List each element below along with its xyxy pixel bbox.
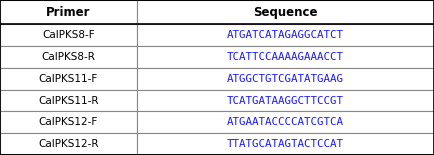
Text: Sequence: Sequence [253, 6, 318, 19]
Bar [0, 24, 137, 46]
Bar [137, 68, 434, 90]
Text: CalPKS8-R: CalPKS8-R [41, 52, 95, 62]
Text: CalPKS8-F: CalPKS8-F [42, 30, 95, 40]
Text: CalPKS12-R: CalPKS12-R [38, 139, 99, 149]
Text: ATGATCATAGAGGCATCT: ATGATCATAGAGGCATCT [227, 30, 344, 40]
Text: TTATGCATAGTACTCCAT: TTATGCATAGTACTCCAT [227, 139, 344, 149]
Text: CalPKS12-F: CalPKS12-F [39, 117, 98, 127]
Bar [137, 46, 434, 68]
Bar [0, 46, 137, 68]
Bar [0, 0, 137, 24]
Text: ATGAATACCCCATCGTCA: ATGAATACCCCATCGTCA [227, 117, 344, 127]
Bar [137, 133, 434, 155]
Text: ATGGCTGTCGATATGAAG: ATGGCTGTCGATATGAAG [227, 74, 344, 84]
Text: TCATTCCAAAAGAAACCT: TCATTCCAAAAGAAACCT [227, 52, 344, 62]
Bar [137, 111, 434, 133]
Bar [0, 133, 137, 155]
Text: CalPKS11-F: CalPKS11-F [39, 74, 98, 84]
Text: CalPKS11-R: CalPKS11-R [38, 96, 99, 106]
Text: Primer: Primer [46, 6, 91, 19]
Text: TCATGATAAGGCTTCCGT: TCATGATAAGGCTTCCGT [227, 96, 344, 106]
Bar [0, 111, 137, 133]
Bar [137, 24, 434, 46]
Bar [137, 0, 434, 24]
Bar [0, 68, 137, 90]
Bar [137, 90, 434, 111]
Bar [0, 90, 137, 111]
